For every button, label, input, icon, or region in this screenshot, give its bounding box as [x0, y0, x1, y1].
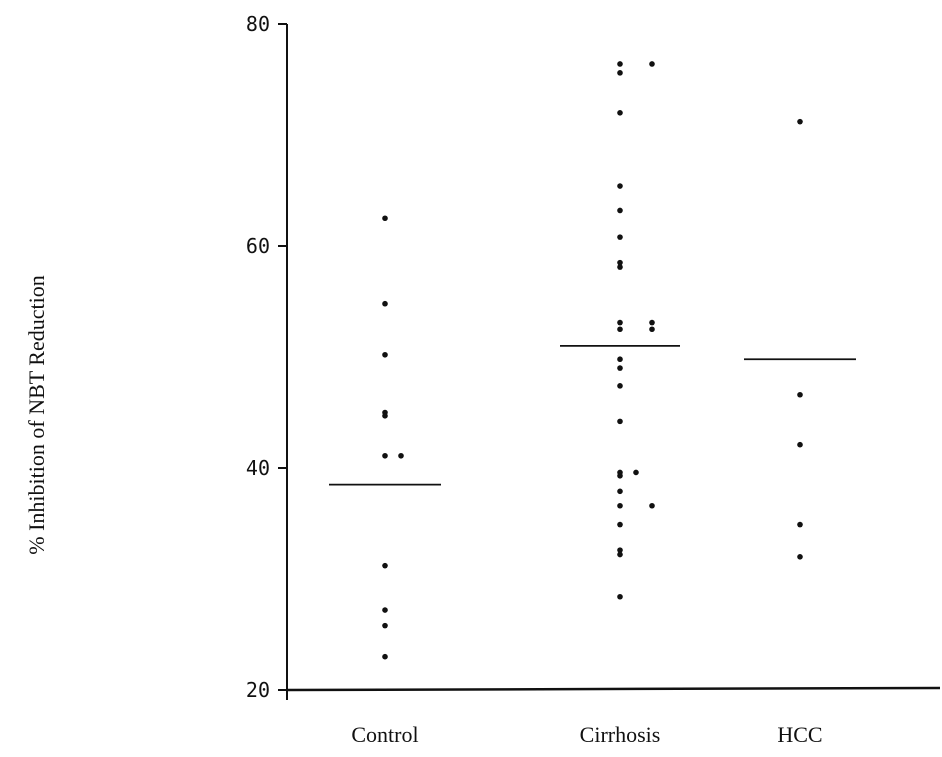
- data-point: [398, 452, 404, 459]
- data-point: [633, 469, 639, 476]
- data-point: [617, 319, 623, 326]
- data-point: [382, 622, 388, 629]
- data-point: [797, 391, 803, 398]
- data-point: [649, 61, 655, 67]
- data-point: [649, 502, 655, 509]
- data-point: [617, 326, 623, 333]
- data-point: [617, 259, 623, 266]
- data-point: [617, 502, 623, 509]
- data-point: [617, 488, 623, 495]
- data-point: [617, 356, 623, 363]
- data-point: [382, 653, 388, 660]
- x-axis-line: [286, 686, 941, 692]
- data-point: [617, 365, 623, 371]
- y-tick-label: 40: [246, 456, 270, 480]
- data-point: [382, 452, 388, 459]
- y-tick-label: 80: [246, 12, 270, 36]
- y-axis-title: % Inhibition of NBT Reduction: [24, 275, 49, 554]
- data-point: [797, 521, 803, 528]
- data-point: [382, 215, 388, 222]
- data-point: [617, 70, 623, 76]
- data-point: [382, 562, 388, 569]
- data-point: [797, 441, 803, 448]
- data-point: [617, 593, 623, 600]
- data-point: [617, 383, 623, 389]
- data-point: [617, 207, 623, 214]
- data-point: [797, 554, 803, 560]
- data-point: [617, 547, 623, 553]
- category-labels: Control Cirrhosis HCC: [351, 722, 822, 747]
- data-point: [617, 418, 623, 425]
- axes: [286, 24, 941, 700]
- data-point: [617, 61, 623, 67]
- y-tick-label: 60: [246, 234, 270, 258]
- category-label: Cirrhosis: [580, 722, 661, 747]
- data-point: [617, 264, 623, 270]
- data-point: [617, 110, 623, 116]
- data-point: [797, 118, 803, 125]
- data-point: [382, 607, 388, 613]
- y-tick-label: 20: [246, 678, 270, 702]
- data-point: [382, 351, 388, 358]
- category-label: Control: [351, 722, 418, 747]
- data-point: [617, 551, 623, 558]
- data-point: [617, 183, 623, 189]
- category-label: HCC: [777, 722, 822, 747]
- data-point: [382, 413, 388, 419]
- data-point: [649, 319, 655, 326]
- data-point: [617, 521, 623, 528]
- data-point: [382, 300, 388, 307]
- mean-lines: [329, 344, 856, 486]
- data-point: [617, 234, 623, 240]
- data-point: [649, 326, 655, 333]
- data-point: [617, 472, 623, 479]
- y-ticks: 20 40 60 80: [246, 12, 287, 702]
- data-points: [382, 61, 803, 660]
